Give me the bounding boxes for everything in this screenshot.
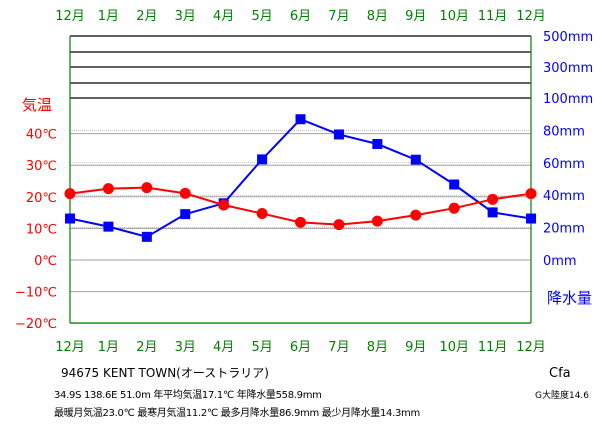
temperature-point bbox=[487, 193, 499, 205]
precip-tick-label: 100mm bbox=[543, 92, 593, 107]
month-label: 2月 bbox=[136, 9, 157, 24]
chart-grid bbox=[70, 35, 531, 324]
temperature-point bbox=[333, 219, 345, 231]
month-label: 3月 bbox=[175, 9, 196, 24]
precip-tick-label: 40mm bbox=[543, 189, 585, 204]
station-stats-line1: 34.9S 138.6E 51.0m 年平均気温17.1℃ 年降水量558.9m… bbox=[54, 390, 322, 401]
month-label: 4月 bbox=[213, 340, 234, 355]
month-label: 2月 bbox=[136, 340, 157, 355]
month-label: 10月 bbox=[439, 9, 469, 24]
temperature-point bbox=[256, 208, 268, 220]
month-label: 5月 bbox=[251, 9, 272, 24]
precipitation-point bbox=[180, 209, 191, 220]
station-stats-line2: 最暖月気温23.0℃ 最寒月気温11.2℃ 最多月降水量86.9mm 最少月降水… bbox=[54, 408, 420, 419]
precip-tick-label: 0mm bbox=[543, 254, 577, 269]
month-label: 8月 bbox=[367, 9, 388, 24]
month-labels-top: 12月 1月 2月 3月 4月 5月 6月 7月 8月 9月 10月 11月 12月 bbox=[55, 9, 546, 24]
month-label: 10月 bbox=[439, 340, 469, 355]
temperature-point bbox=[179, 187, 191, 199]
precipitation-axis-ticks: 500mm 300mm 100mm 80mm 60mm 40mm 20mm 0mm bbox=[543, 30, 593, 269]
temperature-point bbox=[448, 202, 460, 214]
precipitation-point bbox=[410, 154, 421, 165]
precipitation-point bbox=[141, 231, 152, 242]
month-label: 8月 bbox=[367, 340, 388, 355]
temp-tick-label: 20℃ bbox=[26, 191, 57, 206]
month-label: 12月 bbox=[55, 9, 85, 24]
month-label: 3月 bbox=[175, 340, 196, 355]
precip-tick-label: 60mm bbox=[543, 157, 585, 172]
temperature-point bbox=[141, 182, 153, 194]
temp-tick-label: 0℃ bbox=[34, 254, 57, 269]
month-label: 12月 bbox=[516, 9, 546, 24]
continentality-index: G大陸度14.6 bbox=[535, 391, 590, 401]
koppen-class: Cfa bbox=[549, 366, 571, 381]
temperature-point bbox=[102, 183, 114, 195]
precip-tick-label: 20mm bbox=[543, 222, 585, 237]
temperature-axis-label: 気温 bbox=[22, 96, 52, 114]
temp-tick-label: −10℃ bbox=[15, 286, 57, 301]
precipitation-point bbox=[65, 213, 75, 224]
precipitation-point bbox=[295, 114, 306, 125]
month-label: 5月 bbox=[251, 340, 272, 355]
temp-tick-label: 30℃ bbox=[26, 159, 57, 174]
precipitation-point bbox=[449, 179, 460, 190]
temperature-point bbox=[525, 188, 537, 200]
temperature-point bbox=[295, 216, 307, 228]
month-label: 7月 bbox=[328, 9, 349, 24]
temp-tick-label: −20℃ bbox=[15, 317, 57, 332]
month-label: 11月 bbox=[478, 340, 508, 355]
temperature-point bbox=[218, 199, 230, 211]
station-name: 94675 KENT TOWN(オーストラリア) bbox=[61, 366, 269, 380]
temperature-point bbox=[410, 209, 422, 221]
month-labels-bottom: 12月 1月 2月 3月 4月 5月 6月 7月 8月 9月 10月 11月 12月 bbox=[55, 340, 546, 355]
chart-axes bbox=[69, 36, 532, 324]
month-label: 6月 bbox=[290, 340, 311, 355]
precip-tick-label: 80mm bbox=[543, 124, 585, 139]
temperature-series bbox=[64, 182, 537, 231]
temp-tick-label: 10℃ bbox=[26, 222, 57, 237]
month-label: 9月 bbox=[405, 9, 426, 24]
month-label: 4月 bbox=[213, 9, 234, 24]
precipitation-point bbox=[103, 221, 114, 232]
precipitation-point bbox=[257, 154, 268, 165]
month-label: 1月 bbox=[98, 340, 119, 355]
precip-tick-label: 500mm bbox=[543, 30, 593, 45]
precipitation-point bbox=[333, 129, 344, 140]
temperature-point bbox=[371, 215, 383, 227]
month-label: 9月 bbox=[405, 340, 426, 355]
temperature-point bbox=[64, 188, 76, 200]
precip-tick-label: 300mm bbox=[543, 61, 593, 76]
precipitation-point bbox=[526, 213, 537, 224]
month-label: 6月 bbox=[290, 9, 311, 24]
month-label: 11月 bbox=[478, 9, 508, 24]
temperature-axis-ticks: 40℃ 30℃ 20℃ 10℃ 0℃ −10℃ −20℃ bbox=[15, 128, 57, 333]
month-label: 7月 bbox=[328, 340, 349, 355]
month-label: 1月 bbox=[98, 9, 119, 24]
precipitation-axis-label: 降水量 bbox=[547, 289, 592, 307]
temp-tick-label: 40℃ bbox=[26, 128, 57, 143]
precipitation-point bbox=[372, 139, 383, 150]
month-label: 12月 bbox=[516, 340, 546, 355]
precipitation-point bbox=[487, 207, 498, 218]
month-label: 12月 bbox=[55, 340, 85, 355]
